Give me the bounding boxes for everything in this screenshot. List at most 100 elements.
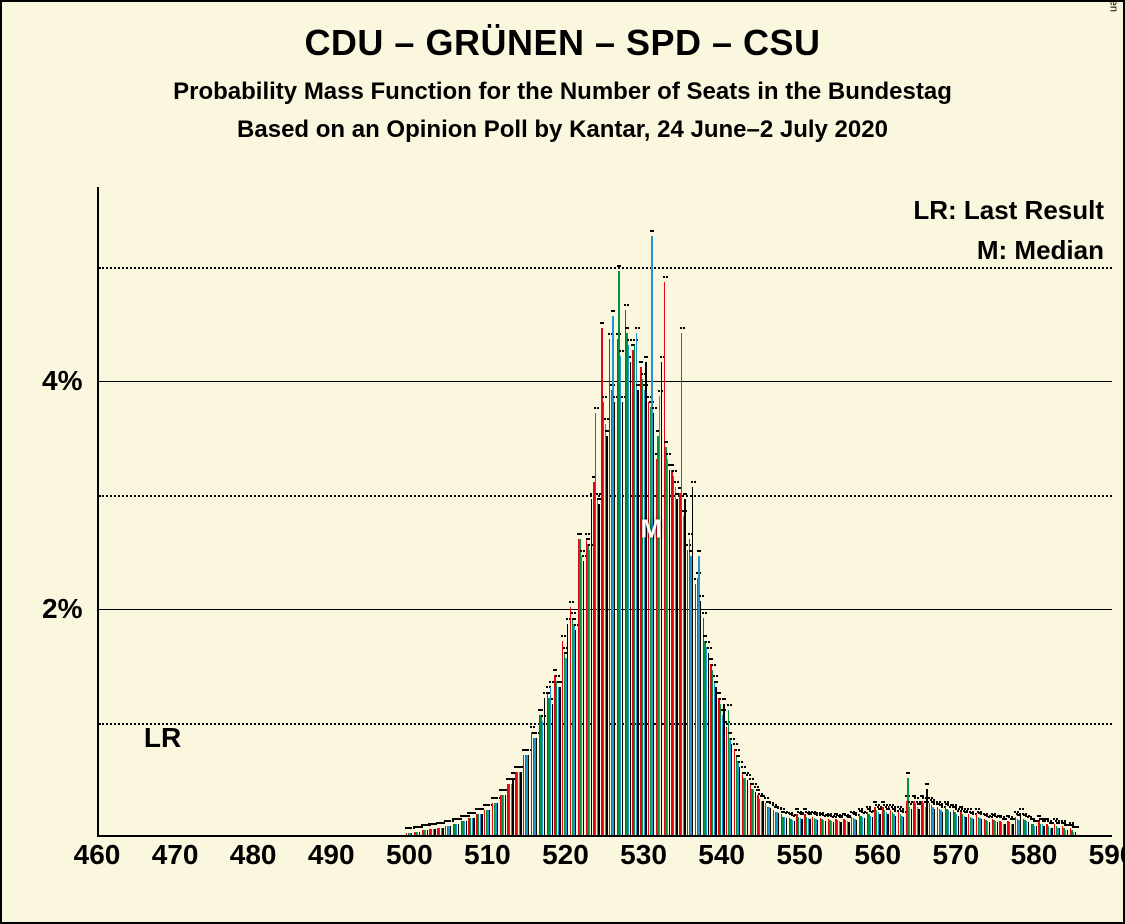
bar-tip bbox=[746, 774, 749, 776]
x-tick-label: 530 bbox=[620, 839, 667, 871]
bar bbox=[786, 818, 787, 835]
bar-tip bbox=[886, 808, 889, 810]
chart-subtitle-1: Probability Mass Function for the Number… bbox=[2, 78, 1123, 106]
bar-tip bbox=[855, 814, 858, 816]
bar-tip bbox=[535, 732, 538, 734]
bar-tip bbox=[613, 396, 616, 398]
bar-tip bbox=[644, 356, 647, 358]
bar-tip bbox=[764, 797, 767, 799]
bar-tip bbox=[672, 470, 675, 472]
bar-tip bbox=[527, 749, 530, 751]
bar bbox=[934, 809, 935, 835]
bar bbox=[528, 755, 529, 835]
bar-tip bbox=[683, 493, 686, 495]
bar-tip bbox=[881, 801, 884, 803]
plot-area: 2%4% LR: Last Result M: Median LR M 4604… bbox=[97, 187, 1112, 837]
bar-tip bbox=[627, 339, 630, 341]
bar bbox=[512, 778, 513, 835]
bar-tip bbox=[1074, 826, 1077, 828]
bar bbox=[520, 772, 521, 835]
x-tick-label: 520 bbox=[542, 839, 589, 871]
bar-tip bbox=[602, 396, 605, 398]
bar bbox=[419, 832, 420, 835]
y-tick-label: 2% bbox=[42, 593, 84, 625]
bar-tip bbox=[625, 327, 628, 329]
bar-tip bbox=[519, 766, 522, 768]
bar bbox=[864, 818, 865, 835]
bar-tip bbox=[549, 681, 552, 683]
bar-tip bbox=[605, 430, 608, 432]
x-tick-label: 540 bbox=[698, 839, 745, 871]
bar bbox=[653, 413, 654, 835]
bar-tip bbox=[441, 822, 444, 824]
bar bbox=[965, 817, 966, 835]
bar-tip bbox=[902, 811, 905, 813]
bar-tip bbox=[878, 808, 881, 810]
bar bbox=[575, 630, 576, 835]
bar bbox=[755, 792, 756, 835]
bar-tip bbox=[894, 810, 897, 812]
bar-tip bbox=[709, 658, 712, 660]
bar-tip bbox=[580, 550, 583, 552]
bar-tip bbox=[480, 808, 483, 810]
bar bbox=[411, 833, 412, 835]
bar-tip bbox=[546, 686, 549, 688]
x-tick-label: 570 bbox=[932, 839, 979, 871]
bar-tip bbox=[914, 797, 917, 799]
bar-tip bbox=[728, 732, 731, 734]
x-tick-label: 500 bbox=[386, 839, 433, 871]
bar-tip bbox=[449, 820, 452, 822]
bar bbox=[918, 809, 919, 835]
title-block: CDU – GRÜNEN – SPD – CSU Probability Mas… bbox=[2, 22, 1123, 154]
bar bbox=[1020, 814, 1021, 835]
bar-tip bbox=[933, 803, 936, 805]
chart-subtitle-2: Based on an Opinion Poll by Kantar, 24 J… bbox=[2, 116, 1123, 144]
bar-tip bbox=[670, 464, 673, 466]
bar-tip bbox=[699, 595, 702, 597]
bar-tip bbox=[1042, 820, 1045, 822]
bar bbox=[817, 820, 818, 835]
bar-tip bbox=[756, 789, 759, 791]
x-tick-label: 590 bbox=[1089, 839, 1125, 871]
chart-container: © 2021 Filip van Laenen CDU – GRÜNEN – S… bbox=[0, 0, 1125, 924]
bar-tip bbox=[611, 310, 614, 312]
bar bbox=[731, 744, 732, 835]
bar bbox=[1028, 822, 1029, 835]
bar bbox=[544, 698, 545, 835]
bar bbox=[552, 704, 553, 835]
bar-tip bbox=[504, 789, 507, 791]
bar-tip bbox=[722, 698, 725, 700]
bar bbox=[1075, 832, 1076, 835]
bar-tip bbox=[561, 635, 564, 637]
bar-tip bbox=[824, 815, 827, 817]
bar-tip bbox=[1058, 822, 1061, 824]
bar bbox=[676, 499, 677, 835]
bar-tip bbox=[949, 806, 952, 808]
bars-layer bbox=[97, 187, 1112, 835]
bar bbox=[895, 816, 896, 835]
bar bbox=[809, 819, 810, 835]
bar bbox=[458, 824, 459, 835]
bar-tip bbox=[530, 726, 533, 728]
bar bbox=[762, 801, 763, 835]
bar bbox=[840, 822, 841, 835]
bar-tip bbox=[664, 441, 667, 443]
x-tick-label: 460 bbox=[74, 839, 121, 871]
bar bbox=[1067, 830, 1068, 835]
bar bbox=[1043, 826, 1044, 835]
bar bbox=[950, 812, 951, 835]
bar bbox=[427, 830, 428, 835]
bar bbox=[489, 810, 490, 835]
bar-tip bbox=[730, 738, 733, 740]
bar bbox=[715, 687, 716, 835]
bar bbox=[958, 816, 959, 835]
bar bbox=[778, 813, 779, 835]
bar-tip bbox=[569, 601, 572, 603]
bar-tip bbox=[539, 709, 542, 711]
bar-tip bbox=[555, 675, 558, 677]
bar-tip bbox=[635, 327, 638, 329]
bar-tip bbox=[727, 704, 730, 706]
bar bbox=[442, 828, 443, 835]
bar-tip bbox=[741, 766, 744, 768]
bar-tip bbox=[578, 533, 581, 535]
